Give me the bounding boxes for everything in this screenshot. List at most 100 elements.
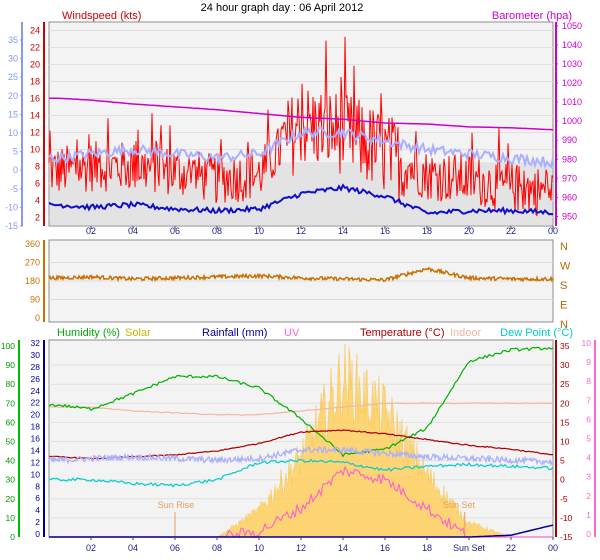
temperature-axis-tick-label: 30 (560, 360, 570, 370)
x-tick-label: 08 (212, 226, 222, 236)
humidity-axis-tick-label: 70 (6, 398, 16, 408)
combined-x-tick-label: 08 (212, 543, 222, 553)
temperature-axis-tick-label: 15 (560, 417, 570, 427)
direction-axis-tick-label: 270 (25, 258, 40, 268)
x-tick-label: 02 (86, 226, 96, 236)
combined-x-tick-label: 12 (296, 543, 306, 553)
combined-panel: Humidity (%) Solar Rainfall (mm) UV Temp… (1, 327, 596, 553)
humidity-legend: Humidity (%) (57, 327, 120, 339)
wind-axis-tick-label: 10 (30, 145, 40, 155)
x-tick-label: 20 (464, 226, 474, 236)
combined-x-tick-label: 22 (506, 543, 516, 553)
left-axis-tick-label: -15 (5, 221, 18, 231)
wind-baro-panel: Windspeed (kts) Barometer (hpa) 35 30 25 20… (5, 10, 582, 236)
baro-axis-tick-label: 1000 (562, 116, 582, 126)
wind-axis-tick-label: 6 (35, 179, 40, 189)
wind-axis-tick-label: 18 (30, 77, 40, 87)
compass-label: N (560, 241, 568, 253)
rainfall-axis-tick-label: 18 (31, 422, 41, 432)
uv-axis-tick-label: 2 (586, 491, 591, 501)
temperature-axis-tick-label: -15 (560, 532, 573, 542)
rainfall-legend: Rainfall (mm) (202, 327, 267, 339)
solar-legend: Solar (125, 327, 151, 339)
left-axis-tick-label: 10 (8, 128, 18, 138)
combined-x-tick-label: 14 (338, 543, 348, 553)
uv-axis-tick-label: 10 (582, 338, 592, 348)
direction-axis-tick-label: 90 (30, 295, 40, 305)
apparent-temperature-line (48, 445, 554, 467)
barometer-line (49, 97, 554, 131)
wind-axis-tick-label: 8 (35, 162, 40, 172)
average-wind-line (48, 183, 554, 216)
baro-axis-tick-label: 950 (562, 211, 577, 221)
wind-axis-tick-label: 14 (30, 111, 40, 121)
left-axis-tick-label: 30 (8, 54, 18, 64)
baro-axis-tick-label: 960 (562, 192, 577, 202)
baro-axis-tick-label: 1020 (562, 78, 582, 88)
humidity-axis-tick-label: 100 (1, 341, 15, 351)
uv-axis-tick-label: 1 (586, 510, 591, 520)
uv-axis-tick-label: 5 (586, 434, 591, 444)
uv-axis-tick-label: 0 (586, 529, 591, 539)
temperature-axis-tick-label: 20 (560, 398, 570, 408)
rainfall-axis-tick-label: 30 (31, 350, 41, 360)
left-axis-tick-label: -10 (5, 202, 18, 212)
x-tick-label: 12 (296, 226, 306, 236)
direction-axis-tick-label: 180 (25, 276, 40, 286)
left-axis-tick-label: 35 (8, 35, 18, 45)
graph-title: 24 hour graph day : 06 April 2012 (201, 2, 364, 14)
uv-axis-tick-label: 9 (586, 357, 591, 367)
rainfall-axis-tick-label: 10 (31, 469, 41, 479)
rainfall-axis-tick-label: 32 (31, 338, 41, 348)
windspeed-legend: Windspeed (kts) (62, 10, 141, 22)
temperature-axis-tick-label: 25 (560, 379, 570, 389)
barometer-legend: Barometer (hpa) (492, 10, 572, 22)
rainfall-axis-tick-label: 12 (31, 457, 41, 467)
x-tick-label: 22 (506, 226, 516, 236)
temperature-axis-tick-label: 0 (560, 475, 565, 485)
humidity-axis-tick-label: 0 (10, 532, 15, 542)
rainfall-axis-tick-label: 8 (35, 481, 40, 491)
compass-label: N (560, 319, 568, 331)
rainfall-axis-tick-label: 20 (31, 410, 41, 420)
indoor-legend: Indoor (450, 327, 482, 339)
wind-axis-tick-label: 12 (30, 128, 40, 138)
rainfall-axis-tick-label: 14 (31, 445, 41, 455)
humidity-axis-tick-label: 10 (6, 513, 16, 523)
rainfall-axis-tick-label: 16 (31, 434, 41, 444)
x-tick-label: 16 (380, 226, 390, 236)
rainfall-axis-tick-label: 28 (31, 362, 41, 372)
temperature-axis-tick-label: 35 (560, 341, 570, 351)
rainfall-axis-tick-label: 24 (31, 386, 41, 396)
temperature-overlay-line (48, 125, 554, 170)
temperature-legend: Temperature (°C) (360, 327, 444, 339)
left-axis-tick-label: 25 (8, 72, 18, 82)
compass-label: E (560, 300, 567, 312)
uv-axis-tick-label: 6 (586, 414, 591, 424)
left-axis-tick-label: 20 (8, 91, 18, 101)
rainfall-axis-tick-label: 0 (35, 529, 40, 539)
uv-axis-tick-label: 4 (586, 453, 591, 463)
uv-axis-tick-label: 8 (586, 376, 591, 386)
baro-axis-tick-label: 990 (562, 135, 577, 145)
compass-label: S (560, 280, 567, 292)
dewpoint-legend: Dew Point (°C) (500, 327, 573, 339)
wind-axis-tick-label: 24 (30, 26, 40, 36)
humidity-axis-tick-label: 40 (6, 456, 16, 466)
humidity-axis-tick-label: 90 (6, 360, 16, 370)
combined-x-tick-label: 16 (380, 543, 390, 553)
dewpoint-line (48, 458, 554, 488)
baro-axis-tick-label: 1040 (562, 40, 582, 50)
uv-axis-tick-label: 3 (586, 472, 591, 482)
baro-axis-tick-label: 1010 (562, 97, 582, 107)
indoor-line (48, 402, 554, 416)
sun-set-annotation: Sun Set (443, 500, 476, 510)
compass-label: W (560, 261, 571, 273)
x-tick-label: 10 (254, 226, 264, 236)
rainfall-axis-tick-label: 6 (35, 493, 40, 503)
baro-axis-tick-label: 1030 (562, 59, 582, 69)
temperature-axis-tick-label: -5 (560, 494, 568, 504)
combined-x-tick-label: 00 (548, 543, 558, 553)
